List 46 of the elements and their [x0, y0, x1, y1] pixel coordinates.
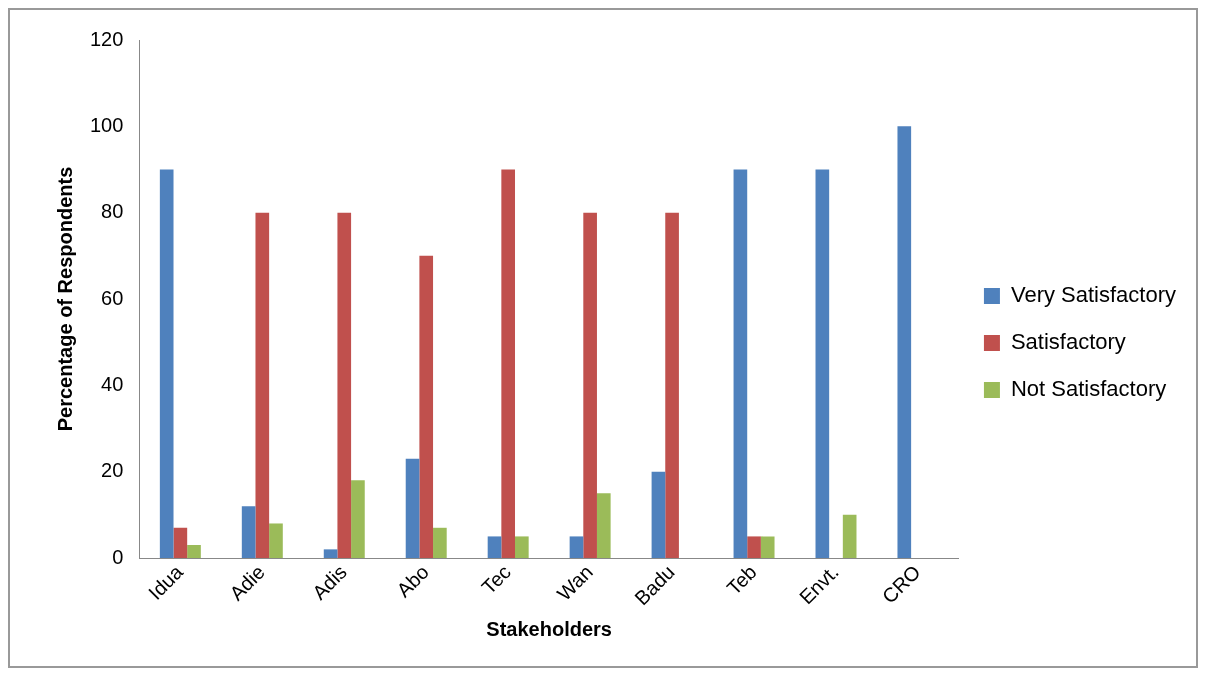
bar [255, 212, 270, 558]
y-tick-label: 40 [101, 372, 124, 395]
bar [515, 536, 529, 558]
x-tick-label: Envt. [794, 560, 843, 609]
bar [405, 458, 420, 558]
bar [159, 169, 174, 558]
y-tick-label: 120 [89, 27, 124, 50]
legend-label: Not Satisfactory [1010, 376, 1167, 402]
bar [433, 527, 447, 558]
bar [897, 126, 912, 558]
bar [269, 523, 283, 558]
y-tick-label: 100 [89, 113, 124, 136]
y-tick-label: 0 [112, 545, 124, 568]
x-axis-title: Stakeholders [486, 617, 612, 640]
bar [187, 545, 201, 558]
bar [173, 527, 188, 558]
bar [596, 493, 611, 558]
x-tick-label: Wan [552, 560, 597, 605]
bar [733, 169, 748, 558]
y-tick-label: 60 [101, 286, 124, 309]
bar [569, 536, 584, 558]
x-tick-label: Teb [722, 560, 761, 600]
x-tick-label: Idua [143, 560, 188, 604]
bar [323, 549, 338, 558]
y-axis-title: Percentage of Respondents [53, 166, 76, 432]
legend-label: Very Satisfactory [1010, 282, 1177, 308]
bar [241, 506, 256, 558]
bar [351, 480, 365, 558]
bar [487, 536, 502, 558]
bar [651, 471, 666, 558]
y-tick-label: 20 [101, 459, 124, 482]
x-tick-label: Tec [477, 560, 515, 599]
x-tick-label: Adie [225, 560, 270, 605]
bar [501, 169, 515, 558]
y-tick-label: 80 [101, 200, 124, 223]
bar [665, 212, 679, 558]
bar [815, 169, 830, 558]
x-tick-label: Adis [307, 560, 351, 604]
bar [419, 255, 434, 558]
bar [583, 212, 597, 558]
x-tick-label: Abo [392, 560, 433, 602]
bar [337, 212, 352, 558]
bar [760, 536, 775, 558]
bar [747, 536, 761, 558]
bar [842, 514, 857, 558]
legend-label: Satisfactory [1010, 329, 1126, 355]
